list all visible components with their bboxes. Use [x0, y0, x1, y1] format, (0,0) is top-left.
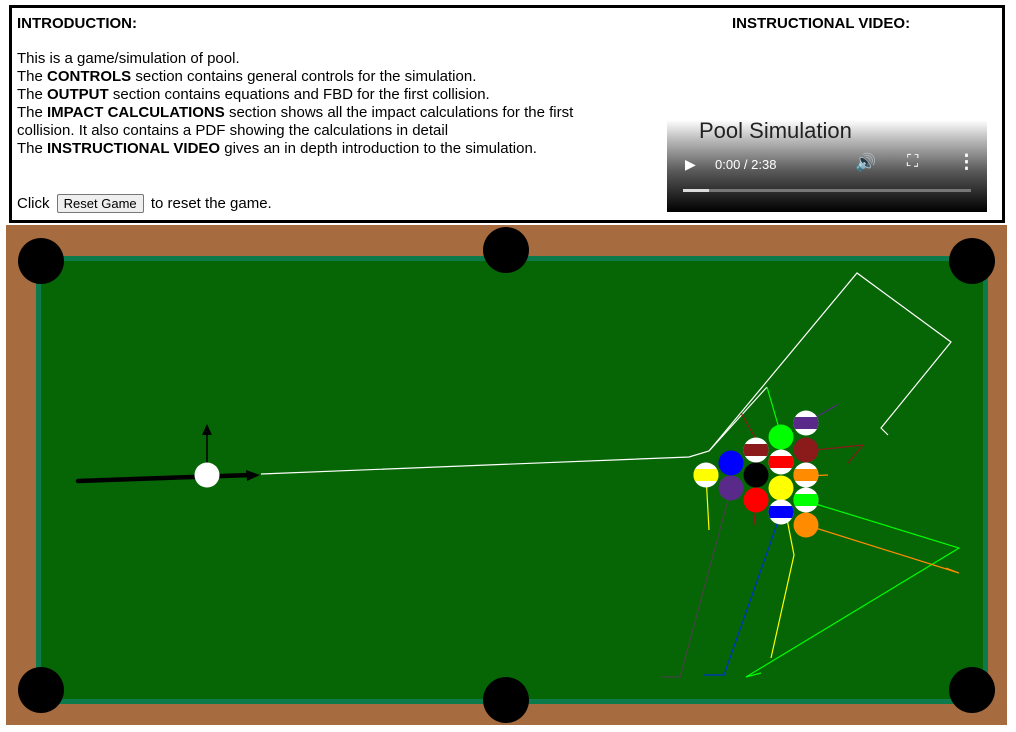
volume-icon[interactable]: 🔊: [855, 153, 877, 172]
reset-line: Click Reset Game to reset the game.: [17, 194, 272, 213]
ball-trail: [805, 444, 865, 464]
output-keyword: OUTPUT: [47, 86, 109, 103]
video-progress-fill: [683, 189, 709, 192]
ball-trail: [740, 412, 757, 440]
ball-solid: [793, 437, 819, 463]
pocket-top-left: [18, 238, 64, 284]
pool-ball: [768, 424, 794, 450]
reset-game-button[interactable]: Reset Game: [56, 194, 144, 213]
pocket-bottom-right: [949, 667, 995, 713]
ball-trail: [745, 500, 961, 678]
intro-line: The CONTROLS section contains general co…: [17, 68, 627, 86]
ball-solid: [718, 450, 744, 476]
ball-solid: [793, 512, 819, 538]
pocket-top-right: [949, 238, 995, 284]
pool-ball: [718, 450, 744, 476]
intro-line-text: section contains equations and FBD for t…: [108, 86, 490, 103]
ball-solid: [743, 462, 769, 488]
intro-line-text: section contains general controls for th…: [131, 68, 477, 85]
video-heading: INSTRUCTIONAL VIDEO:: [732, 15, 911, 32]
pool-ball: [743, 462, 769, 488]
video-progress-bar[interactable]: [683, 189, 971, 192]
reset-suffix-label: to reset the game.: [150, 195, 272, 212]
ball-trail: [260, 272, 952, 475]
pool-table[interactable]: [6, 225, 1007, 725]
pool-ball: [793, 410, 819, 436]
pool-ball: [793, 512, 819, 538]
pool-ball: [768, 499, 794, 525]
pocket-bottom-left: [18, 667, 64, 713]
table-felt: [36, 256, 988, 704]
intro-line-text: section shows all the impact calculation…: [17, 104, 574, 139]
ball-stripe: [793, 494, 819, 506]
ball-stripe: [793, 417, 819, 429]
intro-text: This is a game/simulation of pool. The C…: [17, 50, 627, 158]
click-label: Click: [17, 195, 50, 212]
pool-ball: [718, 475, 744, 501]
intro-line: The INSTRUCTIONAL VIDEO gives an in dept…: [17, 140, 627, 158]
ball-solid: [743, 487, 769, 513]
pool-ball: [793, 462, 819, 488]
instructional-video-keyword: INSTRUCTIONAL VIDEO: [47, 140, 221, 157]
ball-trail: [704, 512, 782, 676]
ball-stripe: [793, 469, 819, 481]
cue-arrow-head: [246, 470, 260, 481]
intro-panel: INTRODUCTION: INSTRUCTIONAL VIDEO: This …: [9, 5, 1005, 223]
pool-ball: [693, 462, 719, 488]
pool-ball: [743, 487, 769, 513]
intro-line: The IMPACT CALCULATIONS section shows al…: [17, 104, 627, 140]
pool-ball: [768, 449, 794, 475]
ball-solid: [768, 475, 794, 501]
pool-ball: [743, 437, 769, 463]
intro-line: This is a game/simulation of pool.: [17, 50, 240, 67]
video-title: Pool Simulation: [699, 118, 852, 143]
ball-stripe: [743, 444, 769, 456]
ball-stripe: [768, 456, 794, 468]
intro-line-prefix: The: [17, 68, 48, 85]
more-options-icon[interactable]: ⋮: [957, 152, 976, 173]
intro-line-prefix: The: [17, 104, 48, 121]
intro-line-text: gives an in depth introduction to the si…: [220, 140, 537, 157]
intro-line: The OUTPUT section contains equations an…: [17, 86, 627, 104]
ball-trail: [805, 524, 960, 574]
pocket-bottom-middle: [483, 677, 529, 723]
pool-ball: [793, 487, 819, 513]
ball-trail: [661, 488, 732, 678]
ball-solid: [718, 475, 744, 501]
ball-trail: [708, 386, 768, 452]
impact-calculations-keyword: IMPACT CALCULATIONS: [47, 104, 225, 121]
play-icon[interactable]: ▶: [685, 156, 696, 172]
video-player[interactable]: Pool Simulation ▶ 0:00 / 2:38 🔊 ⛶ ⋮: [667, 118, 987, 212]
pocket-top-middle: [483, 227, 529, 273]
ball-stripe: [768, 506, 794, 518]
ball-solid: [768, 424, 794, 450]
cue-stick: [75, 472, 254, 484]
intro-heading: INTRODUCTION:: [17, 15, 137, 32]
pool-ball: [768, 475, 794, 501]
ball-stripe: [693, 469, 719, 481]
intro-line-prefix: The: [17, 86, 48, 103]
pool-ball: [793, 437, 819, 463]
fullscreen-icon[interactable]: ⛶: [907, 153, 919, 170]
cue-ball: [194, 462, 220, 488]
table-canvas[interactable]: [6, 225, 1007, 725]
video-time: 0:00 / 2:38: [715, 157, 777, 172]
normal-vector-arrow-head: [202, 424, 212, 435]
controls-keyword: CONTROLS: [47, 68, 132, 85]
intro-line-prefix: The: [17, 140, 48, 157]
